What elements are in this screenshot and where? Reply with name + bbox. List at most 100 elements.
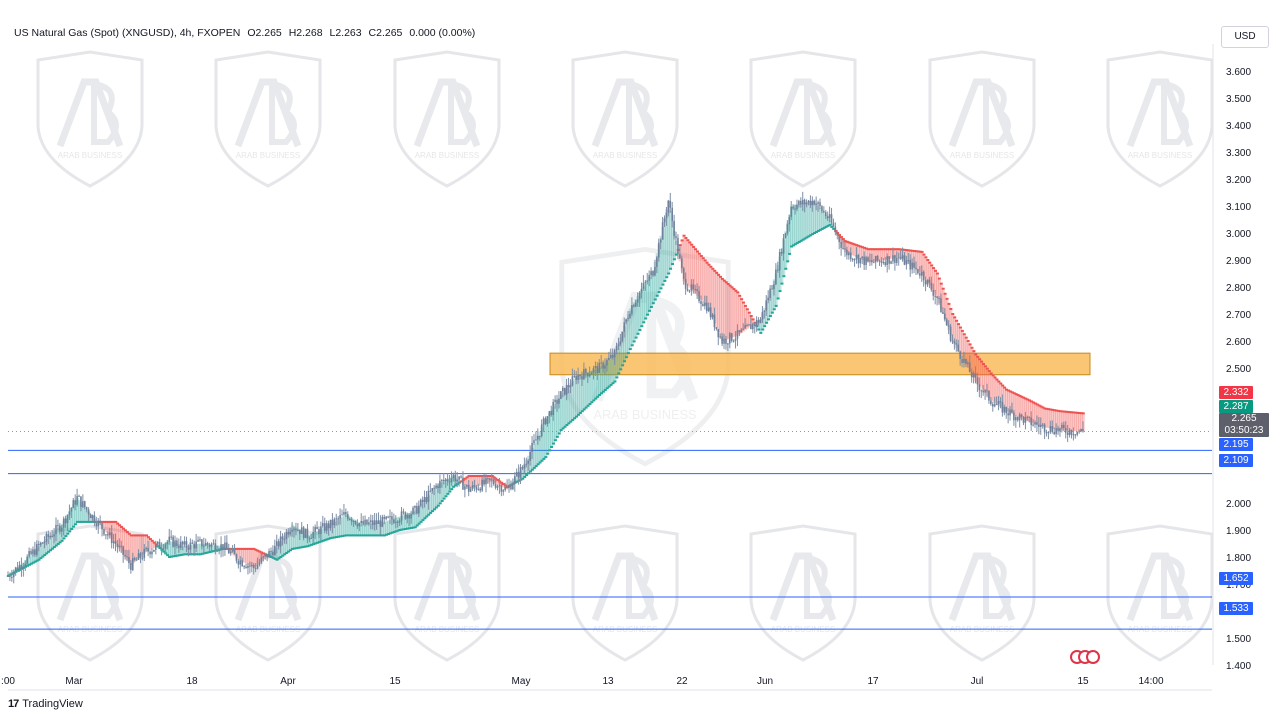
supertrend-line <box>406 527 410 530</box>
supertrend-line <box>605 387 609 390</box>
supertrend-line <box>759 331 763 334</box>
candle-body <box>535 439 537 441</box>
supertrend-band <box>256 550 260 565</box>
us-flag-icon[interactable] <box>1086 650 1100 664</box>
supertrend-band <box>41 542 45 557</box>
economic-events[interactable] <box>1070 650 1100 664</box>
candle-body <box>164 544 167 549</box>
candle-body <box>68 511 71 516</box>
supertrend-line <box>715 271 719 274</box>
candle-body <box>193 543 196 549</box>
supertrend-band <box>884 249 888 260</box>
supertrend-line <box>148 538 152 540</box>
supertrend-line <box>1005 388 1009 391</box>
supertrend-line <box>701 257 705 260</box>
candle-body <box>709 307 712 318</box>
symbol-title[interactable]: US Natural Gas (Spot) (XNGUSD), 4h, FXOP… <box>14 27 241 39</box>
supertrend-band <box>647 277 651 311</box>
supertrend-line <box>832 227 836 230</box>
supertrend-line <box>957 323 961 326</box>
supertrend-band <box>603 362 607 390</box>
supertrend-band <box>502 484 506 488</box>
supertrend-line <box>1020 395 1024 398</box>
footer-brand[interactable]: 17 TradingView <box>8 698 83 710</box>
supertrend-line <box>1049 408 1053 411</box>
supertrend-band <box>145 535 149 552</box>
candle-body <box>679 253 681 259</box>
candle-body <box>162 548 165 550</box>
supertrend-band <box>1028 400 1032 422</box>
candle-body <box>909 260 912 270</box>
time-axis[interactable]: :00 Mar 18 Apr 15 May 13 22 Jun 17 Jul 15 14:00 <box>1 676 1164 687</box>
candle-body <box>1001 401 1004 413</box>
supertrend-line <box>1031 401 1035 404</box>
candle-body <box>298 529 301 534</box>
supertrend-band <box>336 519 340 537</box>
supertrend-band <box>344 513 348 536</box>
supertrend-band <box>701 258 705 302</box>
candle-body <box>861 256 864 259</box>
supertrend-line <box>730 286 734 289</box>
price-tick-label: 1.500 <box>1226 634 1251 645</box>
shield-icon <box>571 524 679 662</box>
last-price-value: 2.265 <box>1231 413 1257 424</box>
supertrend-line <box>680 239 684 242</box>
supertrend-line <box>935 272 939 275</box>
supertrend-line <box>926 259 930 261</box>
candle-body <box>249 565 251 567</box>
candle-body <box>108 532 111 536</box>
candle-body <box>70 508 73 512</box>
supertrend-line <box>75 520 79 523</box>
supertrend-band <box>388 519 392 534</box>
supertrend-line <box>918 250 922 253</box>
supertrend-line <box>269 556 273 558</box>
supertrend-line <box>191 553 195 556</box>
supertrend-line <box>344 534 348 537</box>
supertrend-line <box>350 534 354 537</box>
supertrend-band <box>404 514 408 529</box>
supertrend-line <box>569 420 573 423</box>
candle-body <box>794 208 796 210</box>
supertrend-line <box>578 412 582 414</box>
candle-body <box>387 516 389 518</box>
supertrend-band <box>880 249 884 261</box>
candle-body <box>604 365 606 369</box>
candle-body <box>504 486 506 491</box>
supertrend-line <box>421 519 425 522</box>
supertrend-line <box>665 276 669 279</box>
supertrend-line <box>35 559 39 562</box>
candle-body <box>49 535 52 538</box>
supertrend-line <box>624 356 628 359</box>
supertrend-line <box>440 499 444 502</box>
supertrend-line <box>734 289 738 292</box>
supertrend-band <box>803 202 807 239</box>
shield-icon <box>214 50 322 188</box>
supertrend-line <box>292 547 296 550</box>
supertrend-line <box>104 520 108 523</box>
candle-body <box>872 262 875 264</box>
candle-body <box>80 496 82 507</box>
candle-body <box>575 375 578 380</box>
supply-demand-zone[interactable] <box>549 352 1091 376</box>
supertrend-line <box>924 256 928 259</box>
candle-body <box>970 372 973 378</box>
candle-body <box>569 385 572 388</box>
supertrend-line <box>795 242 799 245</box>
candle-body <box>932 289 935 296</box>
supertrend-band <box>557 398 561 434</box>
supertrend-line <box>628 348 632 351</box>
candle-body <box>256 564 259 569</box>
supertrend-line <box>743 304 747 307</box>
supertrend-line <box>1060 410 1064 413</box>
supertrend-line <box>110 520 114 523</box>
currency-button[interactable]: USD <box>1221 26 1269 48</box>
candle-body <box>540 424 543 437</box>
supertrend-line <box>256 549 260 552</box>
supertrend-band <box>797 204 801 242</box>
supertrend-line <box>475 475 479 477</box>
supertrend-band <box>392 518 396 533</box>
supertrend-band <box>780 248 784 284</box>
supertrend-line <box>933 269 937 272</box>
supertrend-band <box>550 410 554 447</box>
